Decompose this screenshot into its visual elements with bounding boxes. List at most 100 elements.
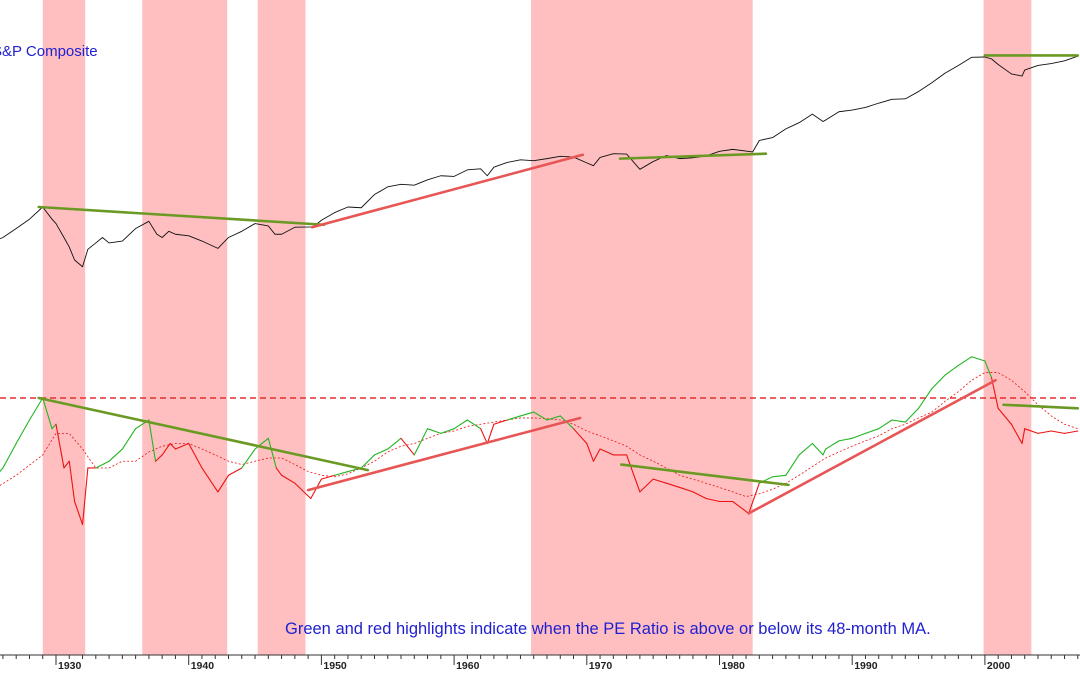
series-segment-pe-ratio bbox=[2, 442, 17, 469]
series-segment-pe-ratio bbox=[864, 428, 880, 434]
trendline-2 bbox=[310, 153, 585, 229]
series-segment-pe-ratio bbox=[95, 460, 110, 469]
series-segment-pe-ratio bbox=[971, 356, 986, 362]
series-segment-pe-ratio bbox=[217, 474, 230, 493]
series-segment-pe-ratio bbox=[772, 474, 787, 478]
series-segment-pe-ratio bbox=[74, 500, 84, 525]
series-segment-pe-ratio bbox=[1063, 430, 1079, 434]
series-segment-pe-ratio bbox=[822, 448, 827, 456]
trendline-3 bbox=[618, 152, 768, 160]
series-segment-pe-ratio bbox=[161, 442, 171, 456]
trendline-1 bbox=[37, 205, 326, 227]
series-segment-pe-ratio bbox=[169, 442, 176, 450]
shaded-periods bbox=[42, 0, 1032, 655]
series-segment-pe-ratio bbox=[174, 442, 190, 450]
shaded-band-5 bbox=[983, 0, 1032, 655]
trendline-8 bbox=[747, 378, 997, 515]
series-segment-pe-ratio bbox=[891, 419, 906, 423]
series-segment-pe-ratio bbox=[626, 454, 641, 493]
series-segment-pe-ratio bbox=[1050, 430, 1066, 434]
series-segment-pe-ratio bbox=[108, 448, 123, 462]
series-segment-pe-ratio bbox=[798, 442, 813, 456]
series-segment-pe-ratio bbox=[493, 419, 508, 425]
series-segment-pe-ratio bbox=[453, 419, 468, 430]
series-segment-pe-ratio bbox=[28, 397, 44, 421]
series-segment-pe-ratio bbox=[931, 374, 946, 390]
shaded-band-4 bbox=[531, 0, 753, 655]
trendline-9 bbox=[1002, 403, 1080, 410]
series-segment-pe-ratio bbox=[997, 407, 1012, 425]
series-segment-pe-ratio bbox=[599, 448, 614, 456]
x-tick-label: 2000 bbox=[987, 660, 1011, 672]
bottom-panel bbox=[0, 356, 1080, 525]
series-segment-pe-ratio bbox=[878, 419, 893, 430]
x-tick-label: 1980 bbox=[722, 660, 746, 672]
series-segment-pe-ratio bbox=[275, 467, 283, 476]
series-segment-pe-ratio bbox=[148, 419, 157, 462]
series-segment-pe-ratio bbox=[294, 482, 312, 500]
series-segment-pe-ratio bbox=[55, 423, 65, 469]
series-segment-pe-ratio bbox=[665, 482, 681, 489]
series-segment-pe-ratio bbox=[748, 482, 760, 514]
series-segment-pe-ratio bbox=[851, 432, 867, 439]
series-segment-pe-ratio bbox=[1021, 428, 1026, 445]
shaded-band-2 bbox=[142, 0, 228, 655]
series-segment-pe-ratio bbox=[732, 500, 750, 514]
series-segment-pe-ratio bbox=[811, 442, 824, 456]
series-line-sp-composite bbox=[0, 55, 1078, 268]
x-tick-label: 1930 bbox=[58, 660, 82, 672]
series-segment-pe-ratio bbox=[121, 428, 137, 450]
trendline-6 bbox=[306, 416, 582, 492]
series-segment-pe-ratio bbox=[360, 454, 376, 469]
trendlines bbox=[37, 54, 1080, 515]
series-segment-pe-ratio bbox=[154, 454, 163, 462]
series-segment-pe-ratio bbox=[679, 486, 694, 493]
series-segment-pe-ratio bbox=[254, 437, 269, 450]
series-segment-pe-ratio bbox=[572, 428, 588, 445]
series-segment-pe-ratio bbox=[944, 364, 959, 376]
x-tick-label: 1940 bbox=[191, 660, 215, 672]
series-segment-pe-ratio bbox=[639, 478, 654, 493]
series-segment-pe-ratio bbox=[427, 428, 442, 434]
series-segment-pe-ratio bbox=[519, 411, 535, 417]
series-segment-pe-ratio bbox=[692, 491, 707, 500]
x-axis: 1930 1940 1950 1960 1970 1980 1990 2000 bbox=[0, 654, 1080, 672]
series-label-sp-composite: S&P Composite bbox=[0, 43, 98, 60]
series-segment-pe-ratio bbox=[546, 415, 561, 421]
series-segment-pe-ratio bbox=[480, 428, 488, 445]
series-segment-pe-ratio bbox=[68, 460, 76, 503]
series-segment-pe-ratio bbox=[227, 467, 243, 476]
series-segment-pe-ratio bbox=[785, 454, 800, 476]
series-segment-pe-ratio bbox=[984, 360, 993, 379]
shaded-band-1 bbox=[42, 0, 86, 655]
series-segment-pe-ratio bbox=[320, 474, 336, 480]
series-segment-pe-ratio bbox=[586, 442, 594, 462]
series-segment-pe-ratio bbox=[1010, 423, 1023, 445]
series-segment-pe-ratio bbox=[533, 411, 548, 421]
series-segment-pe-ratio bbox=[1037, 430, 1052, 434]
series-segment-pe-ratio bbox=[400, 437, 415, 456]
series-segment-pe-ratio bbox=[15, 419, 31, 445]
chart-annotation: Green and red highlights indicate when t… bbox=[285, 620, 931, 638]
series-segment-pe-ratio bbox=[373, 448, 389, 456]
series-segment-pe-ratio bbox=[592, 448, 601, 462]
series-segment-pe-ratio bbox=[486, 423, 495, 445]
series-segment-pe-ratio bbox=[63, 460, 70, 469]
series-segment-pe-ratio bbox=[440, 428, 455, 434]
series-segment-pe-ratio bbox=[825, 440, 840, 450]
series-segment-pe-ratio bbox=[466, 419, 482, 430]
x-tick-label: 1970 bbox=[589, 660, 613, 672]
series-segment-pe-ratio bbox=[241, 448, 256, 469]
series-line-48-month-ma bbox=[0, 372, 1078, 497]
series-segment-pe-ratio bbox=[201, 467, 219, 493]
x-tick-label: 1960 bbox=[456, 660, 480, 672]
series-segment-pe-ratio bbox=[957, 356, 973, 367]
shaded-band-3 bbox=[257, 0, 306, 655]
series-segment-pe-ratio bbox=[652, 478, 667, 484]
x-tick-label: 1950 bbox=[323, 660, 347, 672]
series-segment-pe-ratio bbox=[334, 471, 349, 476]
series-segment-pe-ratio bbox=[506, 415, 522, 421]
trendline-5 bbox=[37, 396, 370, 472]
series-segment-pe-ratio bbox=[42, 397, 53, 430]
